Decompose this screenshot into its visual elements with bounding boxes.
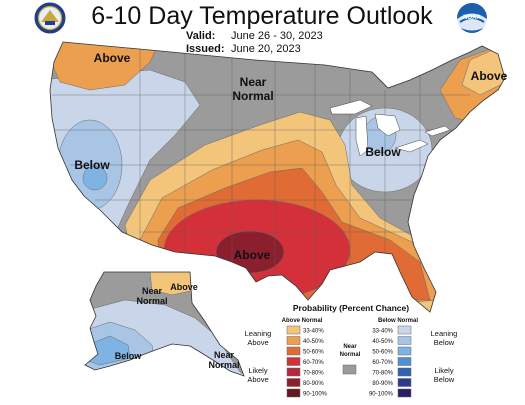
label-alaska-above: Above — [170, 282, 198, 292]
legend-below-bin-label: 90-100% — [369, 392, 394, 398]
legend-below-swatch — [397, 325, 412, 335]
legend-above-bin-label: 60-70% — [303, 360, 324, 366]
valid-value: June 26 - 30, 2023 — [231, 30, 323, 42]
legend-likely-below-top: Likely — [434, 366, 453, 375]
legend-title: Probability (Percent Chance) — [293, 303, 409, 313]
label-west-below: Below — [74, 158, 110, 172]
legend-above-bin-label: 70-80% — [303, 371, 324, 377]
legend-below-swatches: 33-40% 40-50% 50-60% 60-70% 70-80% 80-90% 90-1… — [369, 325, 412, 398]
legend-leaning-above-top: Leaning — [245, 329, 272, 338]
issued-value: June 20, 2023 — [231, 43, 301, 55]
legend-above-bin-label: 33-40% — [303, 329, 324, 335]
legend-likely-below-bottom: Below — [434, 375, 455, 384]
label-alaska-below: Below — [115, 351, 143, 361]
label-great-lakes-below: Below — [365, 145, 401, 159]
legend-above-bin-label: 50-60% — [303, 350, 324, 356]
legend-below-bin-label: 70-80% — [372, 371, 393, 377]
legend-below-swatch — [397, 367, 412, 377]
map-title: 6-10 Day Temperature Outlook — [91, 2, 433, 30]
legend-above-swatch — [286, 346, 301, 356]
legend-above-swatch — [286, 378, 301, 387]
legend-near-swatch — [342, 364, 357, 375]
issued-label: Issued: — [186, 43, 225, 55]
legend-below-bin-label: 60-70% — [372, 360, 393, 366]
legend-below-bin-label: 40-50% — [372, 339, 393, 345]
label-aleutian-near-bottom: Normal — [208, 360, 239, 370]
legend-above-header: Above Normal — [282, 318, 323, 324]
legend-below-bin-label: 80-90% — [372, 381, 393, 387]
legend-below-swatch — [397, 388, 412, 398]
legend-above-bin-label: 80-90% — [303, 381, 324, 387]
label-aleutian-near-top: Near — [214, 350, 235, 360]
conus-outline — [49, 41, 506, 313]
label-alaska-near-top: Near — [142, 286, 163, 296]
noaa-logo: NOAA — [457, 3, 487, 33]
label-texas-above: Above — [234, 248, 271, 262]
label-alaska-near-bottom: Normal — [136, 296, 167, 306]
legend-above-swatch — [286, 357, 301, 366]
label-near-normal-bottom: Normal — [232, 89, 273, 103]
legend-leaning-below-top: Leaning — [431, 329, 458, 338]
legend: Probability (Percent Chance) Above Norma… — [245, 303, 458, 398]
legend-below-swatch — [397, 357, 412, 366]
legend-above-swatch — [286, 367, 301, 377]
legend-below-header: Below Normal — [378, 318, 418, 324]
legend-likely-above-bottom: Above — [247, 375, 268, 384]
legend-below-bin-label: 50-60% — [372, 350, 393, 356]
legend-likely-above-top: Likely — [248, 366, 267, 375]
legend-above-swatch — [286, 336, 301, 345]
legend-below-swatch — [397, 346, 412, 356]
legend-above-bin-label: 90-100% — [303, 392, 328, 398]
legend-near-top: Near — [343, 344, 357, 350]
legend-above-swatch — [286, 325, 301, 335]
legend-below-swatch — [397, 336, 412, 345]
great-lakes — [329, 99, 451, 157]
legend-below-swatch — [397, 378, 412, 387]
label-pacific-nw-above: Above — [94, 51, 131, 65]
legend-above-bin-label: 40-50% — [303, 339, 324, 345]
alaska-outline — [84, 271, 245, 377]
label-near-normal-top: Near — [240, 75, 267, 89]
label-northeast-above: Above — [471, 69, 508, 83]
legend-leaning-below-bottom: Below — [434, 338, 455, 347]
commerce-seal-logo — [34, 2, 66, 34]
noaa-logo-text: NOAA — [463, 15, 481, 21]
legend-leaning-above-bottom: Above — [247, 338, 268, 347]
legend-above-swatches: 33-40% 40-50% 50-60% 60-70% 70-80% 80-90% 90-1… — [286, 325, 328, 398]
legend-near-bottom: Normal — [340, 352, 361, 358]
valid-label: Valid: — [186, 30, 215, 42]
legend-below-bin-label: 33-40% — [372, 329, 393, 335]
legend-above-swatch — [286, 388, 301, 398]
